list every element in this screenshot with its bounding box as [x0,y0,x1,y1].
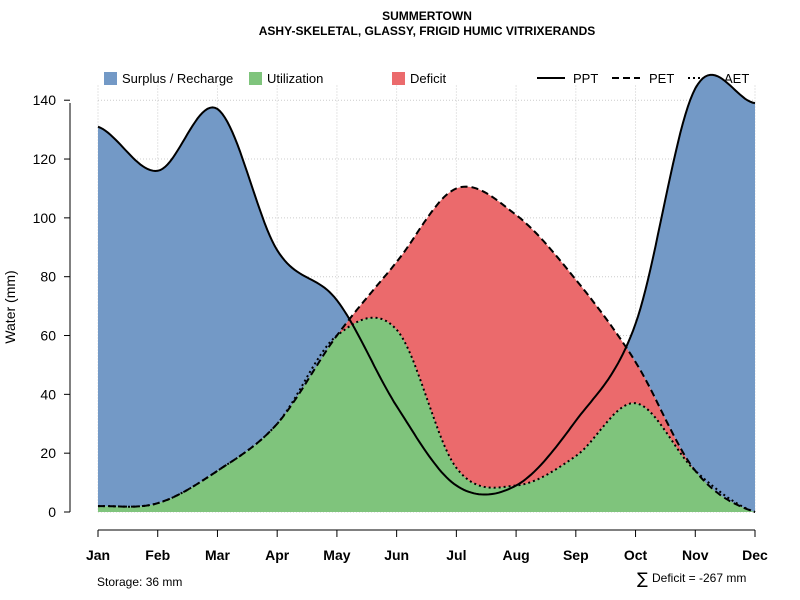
x-tick-label-sep: Sep [563,547,589,563]
y-tick-label: 100 [33,210,57,226]
legend-label-pet: PET [649,71,674,86]
y-tick-label: 20 [40,445,56,461]
chart-title: SUMMERTOWN [382,9,472,23]
legend-label-deficit: Deficit [410,71,447,86]
x-tick-label-apr: Apr [265,547,290,563]
storage-note: Storage: 36 mm [97,575,182,589]
legend-label-utilization: Utilization [267,71,323,86]
y-tick-label: 140 [33,92,57,108]
y-axis-title: Water (mm) [2,270,18,343]
x-tick-label-may: May [323,547,350,563]
legend-label-surplus: Surplus / Recharge [122,71,233,86]
pet-line [98,185,756,513]
axes [69,103,755,531]
deficit-sum-icon: ∑ [637,569,648,588]
x-tick-label-oct: Oct [624,547,648,563]
legend-label-ppt: PPT [573,71,598,86]
x-tick-label-jan: Jan [86,547,110,563]
x-ticks: Jan Feb Mar Apr May Jun Jul Aug Sep Oct Nov Dec [86,530,768,563]
y-tick-label: 40 [40,386,56,402]
y-tick-label: 60 [40,328,56,344]
utilization-area [98,317,755,512]
y-tick-label: 80 [40,269,56,285]
line-layer [97,73,756,513]
deficit-area [98,186,755,512]
area-layer [98,74,755,513]
legend: Surplus / Recharge Utilization Deficit P… [104,71,749,86]
chart-subtitle: ASHY-SKELETAL, GLASSY, FRIGID HUMIC VITR… [259,24,595,38]
x-tick-label-aug: Aug [502,547,529,563]
x-tick-label-nov: Nov [682,547,709,563]
deficit-note: Deficit = -267 mm [652,571,746,585]
legend-swatch-surplus [104,72,117,85]
x-tick-label-mar: Mar [205,547,230,563]
legend-swatch-utilization [249,72,262,85]
legend-swatch-deficit [392,72,405,85]
y-tick-label: 0 [48,504,56,520]
x-tick-label-jun: Jun [384,547,409,563]
surplus-recharge-area [98,74,755,513]
x-tick-label-feb: Feb [145,547,170,563]
ppt-line [97,73,756,496]
x-tick-label-jul: Jul [446,547,466,563]
y-ticks: 0 20 40 60 80 100 120 140 [33,92,70,520]
x-tick-label-dec: Dec [742,547,768,563]
y-tick-label: 120 [33,151,57,167]
legend-label-aet: AET [724,71,749,86]
